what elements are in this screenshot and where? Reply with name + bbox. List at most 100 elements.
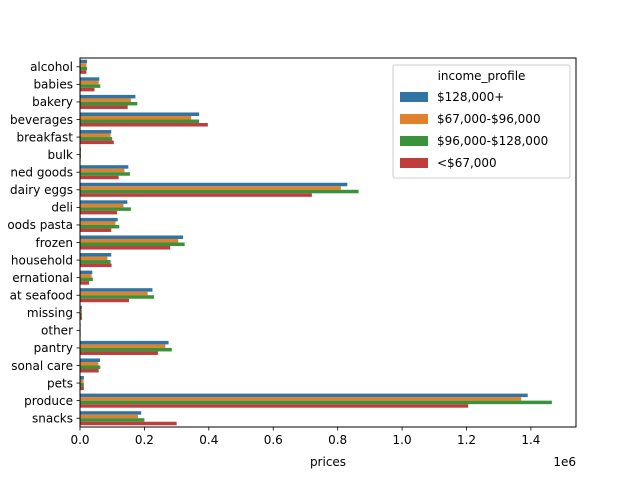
y-tick-label: produce [24, 394, 73, 408]
bar-babies-2 [80, 80, 99, 85]
bar-babies-4 [80, 87, 95, 92]
bar-personal-care-3 [80, 365, 101, 370]
y-tick-label: oods pasta [7, 218, 73, 232]
bar-alcohol-3 [80, 66, 88, 71]
x-tick-label: 0.2 [135, 433, 154, 447]
bar-breakfast-4 [80, 140, 114, 145]
bar-frozen-3 [80, 242, 185, 247]
x-tick-label: 0.4 [199, 433, 218, 447]
bar-dry-goods-pasta-1 [80, 217, 118, 222]
y-tick-label: alcohol [30, 60, 73, 74]
bar-household-1 [80, 253, 112, 257]
y-tick-label: bakery [32, 95, 73, 109]
y-tick-label: ned goods [10, 166, 73, 180]
x-tick-label: 1.4 [521, 433, 540, 447]
y-tick-label: breakfast [16, 130, 73, 144]
x-axis-ticks: 0.0 0.2 0.4 0.6 0.8 1.0 1.2 1.4 [70, 427, 540, 447]
bars-group [80, 59, 552, 426]
bar-produce-1 [80, 393, 528, 398]
bar-meat-seafood-3 [80, 295, 155, 299]
y-tick-label: frozen [35, 236, 73, 250]
bar-produce-2 [80, 397, 522, 401]
y-tick-label: sonal care [11, 359, 73, 373]
bar-meat-seafood-4 [80, 298, 129, 303]
plot-frame [79, 57, 577, 428]
bar-canned-goods-2 [80, 168, 125, 173]
x-tick-label: 1.2 [457, 433, 476, 447]
bar-missing-1 [80, 305, 82, 310]
bar-frozen-4 [80, 246, 171, 250]
y-tick-label: snacks [32, 412, 73, 426]
bar-frozen-2 [80, 238, 179, 243]
legend-title: income_profile [438, 69, 526, 83]
legend-swatch [400, 114, 428, 124]
bar-international-4 [80, 281, 90, 285]
bar-bakery-3 [80, 101, 138, 106]
bar-dairy-eggs-1 [80, 182, 348, 187]
bar-missing-3 [80, 312, 82, 317]
bar-pantry-4 [80, 351, 158, 355]
bar-household-3 [80, 260, 111, 264]
bar-missing-4 [80, 316, 82, 320]
y-tick-label: ernational [12, 271, 73, 285]
bar-pantry-1 [80, 340, 169, 345]
bar-dairy-eggs-3 [80, 189, 359, 194]
bar-produce-4 [80, 404, 469, 408]
bar-babies-3 [80, 84, 101, 88]
bar-bakery-4 [80, 105, 128, 109]
bar-alcohol-2 [80, 63, 87, 67]
bar-breakfast-2 [80, 133, 111, 138]
y-tick-label: deli [51, 201, 73, 215]
bar-beverages-2 [80, 115, 192, 120]
bar-alcohol-4 [80, 70, 87, 74]
legend-label: $128,000+ [437, 90, 504, 104]
bar-bakery-2 [80, 98, 131, 102]
bar-snacks-4 [80, 421, 177, 426]
bar-pets-2 [80, 379, 84, 384]
legend-label: <$67,000 [437, 156, 497, 170]
bar-international-2 [80, 274, 92, 278]
bar-missing-2 [80, 309, 82, 313]
bar-snacks-2 [80, 414, 138, 419]
bar-personal-care-4 [80, 369, 99, 373]
y-tick-label: pantry [34, 341, 73, 355]
bar-canned-goods-4 [80, 175, 119, 180]
bar-beverages-4 [80, 123, 208, 127]
y-tick-label: missing [27, 306, 73, 320]
x-axis-title: prices [310, 455, 346, 469]
bar-snacks-3 [80, 418, 145, 422]
bar-meat-seafood-1 [80, 288, 153, 292]
x-tick-label: 0.8 [328, 433, 347, 447]
legend-swatch [400, 136, 428, 146]
bar-breakfast-1 [80, 130, 112, 134]
y-tick-label: at seafood [10, 289, 73, 303]
y-tick-label: pets [47, 376, 73, 390]
bar-beverages-1 [80, 112, 200, 116]
bar-pets-3 [80, 383, 84, 387]
bar-deli-4 [80, 210, 118, 215]
bar-pantry-3 [80, 347, 172, 352]
bar-pets-4 [80, 386, 84, 391]
bar-dry-goods-pasta-3 [80, 224, 120, 229]
bar-canned-goods-3 [80, 172, 130, 176]
legend-swatch [400, 92, 428, 102]
legend-label: $67,000-$96,000 [437, 112, 541, 126]
y-axis-ticks: alcohol babies bakery beverages breakfast bul… [7, 60, 80, 426]
y-tick-label: babies [33, 78, 73, 92]
bar-international-3 [80, 277, 93, 282]
bar-breakfast-3 [80, 137, 113, 141]
y-tick-label: other [41, 324, 73, 338]
y-tick-label: bulk [47, 148, 73, 162]
bar-babies-1 [80, 77, 100, 81]
bar-international-1 [80, 270, 93, 275]
x-tick-label: 0.6 [264, 433, 283, 447]
y-tick-label: household [11, 253, 73, 267]
bar-produce-3 [80, 400, 552, 405]
bar-dairy-eggs-2 [80, 186, 341, 190]
bar-pets-1 [80, 376, 84, 380]
y-tick-label: beverages [10, 113, 73, 127]
bar-snacks-1 [80, 411, 142, 415]
bar-personal-care-1 [80, 358, 100, 362]
y-tick-label: dairy eggs [10, 183, 73, 197]
